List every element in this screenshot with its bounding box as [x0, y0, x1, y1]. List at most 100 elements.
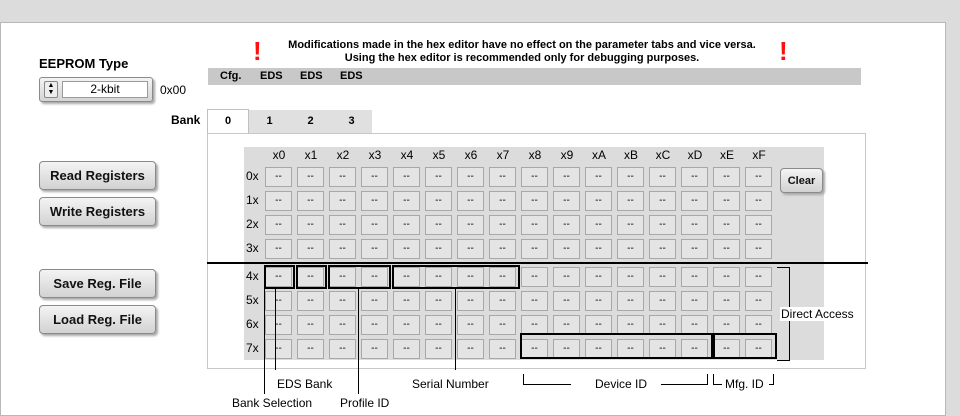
hex-cell[interactable]: --	[457, 191, 484, 211]
hex-cell[interactable]: --	[457, 167, 484, 187]
hex-cell[interactable]: --	[425, 315, 452, 335]
hex-cell[interactable]: --	[297, 315, 324, 335]
hex-cell[interactable]: --	[393, 191, 420, 211]
hex-cell[interactable]: --	[745, 191, 772, 211]
hex-cell[interactable]: --	[553, 239, 580, 259]
hex-cell[interactable]: --	[553, 267, 580, 287]
hex-cell[interactable]: --	[713, 267, 740, 287]
hex-cell[interactable]: --	[265, 267, 292, 287]
hex-cell[interactable]: --	[489, 315, 516, 335]
hex-cell[interactable]: --	[649, 315, 676, 335]
hex-cell[interactable]: --	[585, 239, 612, 259]
hex-cell[interactable]: --	[617, 167, 644, 187]
hex-cell[interactable]: --	[297, 191, 324, 211]
save-reg-file-button[interactable]: Save Reg. File	[39, 269, 156, 298]
hex-cell[interactable]: --	[521, 291, 548, 311]
hex-cell[interactable]: --	[713, 315, 740, 335]
hex-cell[interactable]: --	[361, 191, 388, 211]
hex-cell[interactable]: --	[265, 167, 292, 187]
hex-cell[interactable]: --	[425, 339, 452, 359]
hex-cell[interactable]: --	[617, 239, 644, 259]
load-reg-file-button[interactable]: Load Reg. File	[39, 305, 156, 334]
hex-cell[interactable]: --	[713, 239, 740, 259]
hex-cell[interactable]: --	[585, 191, 612, 211]
hex-cell[interactable]: --	[617, 215, 644, 235]
hex-cell[interactable]: --	[265, 239, 292, 259]
hex-cell[interactable]: --	[521, 215, 548, 235]
hex-cell[interactable]: --	[713, 215, 740, 235]
hex-cell[interactable]: --	[553, 167, 580, 187]
hex-cell[interactable]: --	[489, 267, 516, 287]
hex-cell[interactable]: --	[329, 191, 356, 211]
hex-cell[interactable]: --	[553, 215, 580, 235]
hex-cell[interactable]: --	[521, 239, 548, 259]
hex-cell[interactable]: --	[649, 191, 676, 211]
hex-cell[interactable]: --	[681, 315, 708, 335]
hex-cell[interactable]: --	[329, 215, 356, 235]
hex-cell[interactable]: --	[681, 191, 708, 211]
hex-cell[interactable]: --	[329, 291, 356, 311]
hex-cell[interactable]: --	[649, 215, 676, 235]
hex-cell[interactable]: --	[361, 315, 388, 335]
write-registers-button[interactable]: Write Registers	[39, 197, 156, 226]
hex-cell[interactable]: --	[265, 191, 292, 211]
hex-cell[interactable]: --	[329, 339, 356, 359]
hex-cell[interactable]: --	[713, 167, 740, 187]
hex-cell[interactable]: --	[393, 167, 420, 187]
hex-cell[interactable]: --	[489, 291, 516, 311]
hex-cell[interactable]: --	[745, 315, 772, 335]
hex-cell[interactable]: --	[297, 267, 324, 287]
hex-cell[interactable]: --	[297, 339, 324, 359]
read-registers-button[interactable]: Read Registers	[39, 161, 156, 190]
tab-bank-3[interactable]: 3	[331, 110, 372, 133]
hex-cell[interactable]: --	[617, 267, 644, 287]
hex-cell[interactable]: --	[361, 167, 388, 187]
hex-cell[interactable]: --	[457, 239, 484, 259]
hex-cell[interactable]: --	[681, 215, 708, 235]
tab-bank-0[interactable]: 0	[207, 109, 249, 134]
hex-cell[interactable]: --	[489, 339, 516, 359]
hex-cell[interactable]: --	[521, 267, 548, 287]
hex-cell[interactable]: --	[585, 167, 612, 187]
hex-cell[interactable]: --	[745, 267, 772, 287]
hex-cell[interactable]: --	[393, 291, 420, 311]
hex-cell[interactable]: --	[489, 239, 516, 259]
hex-cell[interactable]: --	[425, 167, 452, 187]
hex-cell[interactable]: --	[393, 239, 420, 259]
hex-cell[interactable]: --	[745, 239, 772, 259]
hex-cell[interactable]: --	[553, 191, 580, 211]
hex-cell[interactable]: --	[521, 167, 548, 187]
hex-cell[interactable]: --	[265, 315, 292, 335]
hex-cell[interactable]: --	[265, 339, 292, 359]
tab-bank-1[interactable]: 1	[249, 110, 290, 133]
hex-cell[interactable]: --	[457, 339, 484, 359]
hex-cell[interactable]: --	[393, 339, 420, 359]
hex-cell[interactable]: --	[585, 215, 612, 235]
hex-cell[interactable]: --	[681, 291, 708, 311]
hex-cell[interactable]: --	[521, 191, 548, 211]
hex-cell[interactable]: --	[681, 267, 708, 287]
hex-cell[interactable]: --	[329, 239, 356, 259]
hex-cell[interactable]: --	[553, 291, 580, 311]
eeprom-type-select[interactable]: ▲ ▼ 2-kbit	[39, 77, 153, 102]
hex-cell[interactable]: --	[649, 267, 676, 287]
hex-cell[interactable]: --	[553, 315, 580, 335]
hex-cell[interactable]: --	[297, 215, 324, 235]
hex-cell[interactable]: --	[585, 291, 612, 311]
hex-cell[interactable]: --	[265, 291, 292, 311]
hex-cell[interactable]: --	[297, 167, 324, 187]
clear-button[interactable]: Clear	[780, 168, 823, 193]
hex-cell[interactable]: --	[457, 291, 484, 311]
hex-cell[interactable]: --	[425, 215, 452, 235]
hex-cell[interactable]: --	[617, 291, 644, 311]
hex-cell[interactable]: --	[585, 267, 612, 287]
hex-cell[interactable]: --	[457, 215, 484, 235]
hex-cell[interactable]: --	[681, 239, 708, 259]
hex-cell[interactable]: --	[649, 291, 676, 311]
hex-cell[interactable]: --	[297, 239, 324, 259]
hex-cell[interactable]: --	[489, 215, 516, 235]
spin-arrows-icon[interactable]: ▲ ▼	[44, 81, 58, 98]
hex-cell[interactable]: --	[585, 315, 612, 335]
hex-cell[interactable]: --	[393, 215, 420, 235]
hex-cell[interactable]: --	[425, 239, 452, 259]
